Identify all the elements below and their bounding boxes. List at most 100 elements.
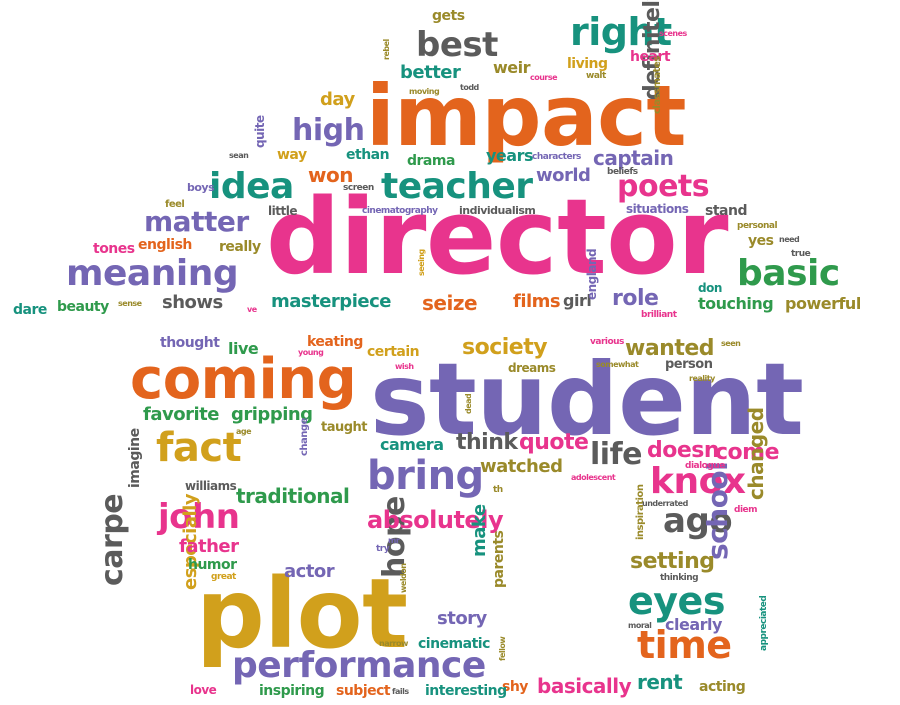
word-williams: williams [185,479,237,493]
word-years: years [486,146,534,165]
word-subject: subject [336,683,391,699]
word-thinking: thinking [660,573,699,583]
word-absolutely: absolutely [367,506,504,534]
word-setting: setting [630,549,715,574]
word-doesn: doesn [647,438,720,463]
word-films: films [513,291,561,312]
word-role: role [612,286,659,311]
word-young: young [298,348,324,357]
word-basically: basically [537,674,632,698]
word-camera: camera [380,435,444,454]
word-moving: moving [409,87,440,96]
word-sense: sense [118,299,142,308]
word-wish: wish [395,362,414,371]
word-watched: watched [480,456,563,477]
word-gripping: gripping [231,404,313,425]
word-situations: situations [626,202,689,216]
word-father: father [179,536,239,557]
word-change: change [299,418,310,456]
word-try: try [376,544,390,554]
word-english: english [138,237,192,253]
word-best: best [416,25,498,65]
word-england: england [585,248,599,300]
word-certain: certain [367,344,420,360]
word-plot: plot [196,558,408,670]
word-poets: poets [617,169,710,204]
word-make: make [469,504,490,557]
word-seen: seen [721,339,741,348]
word-interesting: interesting [425,683,507,699]
word-ago: ago [663,501,733,541]
word-idea: idea [209,166,294,207]
word-seeing: seeing [417,249,426,276]
word-fellow: fellow [498,636,507,661]
word-reality: reality [689,374,715,383]
word-story: story [437,608,487,629]
word-various: various [590,337,624,347]
word-humor: humor [188,557,237,573]
word-traditional: traditional [236,484,350,508]
word-cinematic: cinematic [418,636,490,652]
word-dialogue: dialogue [685,461,725,471]
word-knox: knox [650,461,746,502]
word-society: society [462,335,548,360]
word-little: little [268,204,297,218]
word-coming: coming [130,347,357,412]
word-living: living [567,56,608,72]
word-clearly: clearly [665,615,722,634]
word-mr: mr [388,536,400,545]
word-stand: stand [705,203,747,219]
word-appreciated: appreciated [759,595,769,651]
word-live: live [228,339,259,358]
word-todd: todd [460,83,479,92]
word-classmates: classmates [652,56,663,114]
word-bring: bring [367,453,484,499]
word-person: person [665,357,713,372]
word-age: age [236,427,252,436]
word-imagine: imagine [127,428,143,488]
word-wanted: wanted [625,336,715,361]
word-individualism: individualism [459,204,536,217]
word-fact: fact [156,425,242,471]
word-keating: keating [307,334,363,350]
word-high: high [292,113,365,148]
word-weldon: weldon [399,563,408,593]
word-powerful: powerful [785,294,861,313]
word-really: really [219,239,261,255]
word-moral: moral [628,621,652,630]
word-walt: walt [586,71,606,81]
word-cinematography: cinematography [362,206,438,216]
word-underrated: underrated [642,499,688,508]
word-shy: shy [502,679,528,695]
word-boys: boys [187,181,215,194]
word-teacher: teacher [381,166,533,207]
word-won: won [308,163,353,187]
word-love: love [190,683,217,697]
word-weir: weir [493,58,531,77]
word-shows: shows [162,292,223,313]
word-quite: quite [253,115,267,148]
word-girl: girl [563,291,592,310]
word-narrow: narrow [379,639,408,648]
word-world: world [536,165,591,186]
word-eyes: eyes [628,579,725,623]
word-dreams: dreams [508,361,556,375]
word-heart: heart [630,49,671,65]
word-thought: thought [160,335,220,351]
word-characters: characters [532,152,581,162]
word-john: john [158,497,240,537]
word-student: student [370,341,804,458]
word-captain: captain [593,146,674,170]
word-dare: dare [13,302,47,318]
word-personal: personal [737,221,778,231]
word-taught: taught [321,420,368,435]
word-somewhat: somewhat [596,360,639,369]
word-impact: impact [366,67,687,165]
word-sean: sean [229,151,249,160]
word-beauty: beauty [57,299,109,315]
word-day: day [320,89,355,110]
word-course: course [530,73,558,82]
word-beliefs: beliefs [607,167,638,177]
word-way: way [277,147,307,163]
